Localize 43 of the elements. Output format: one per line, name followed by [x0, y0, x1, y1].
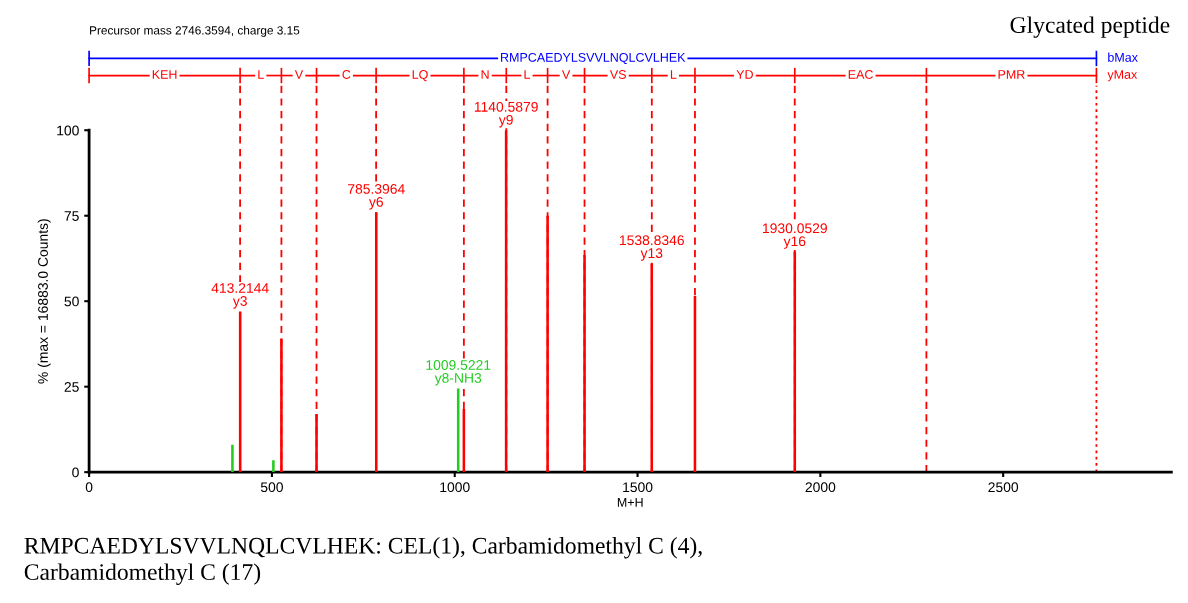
- bar: [231, 444, 234, 473]
- x-tick-label: 0: [85, 482, 93, 493]
- text: V: [561, 70, 571, 79]
- text: L: [524, 70, 530, 79]
- annotation: 413.2144 y3: [211, 283, 269, 309]
- annotation: 1140.5879 y9: [474, 101, 538, 128]
- text: C: [342, 70, 351, 79]
- annotation: 1930.0529 y16: [763, 223, 827, 249]
- bar: [374, 212, 378, 473]
- text: KEH: [152, 70, 177, 79]
- text: RMPCAEDYLSVVLNQLCVLHEK: [501, 52, 686, 65]
- annotation: 785.3964 y6: [348, 184, 405, 210]
- y-tick-label: 25: [64, 382, 79, 392]
- chart-title: Glycated peptide: [1010, 16, 1170, 38]
- text: L: [258, 70, 264, 79]
- text: L: [670, 70, 677, 79]
- y-tick-label: 50: [64, 296, 79, 307]
- text: EAC: [848, 70, 873, 79]
- x-tick-label: 500: [260, 482, 283, 493]
- bar: [315, 414, 318, 473]
- text: N: [481, 70, 489, 79]
- text: VS: [609, 70, 626, 79]
- y-tick-label: 100: [57, 125, 79, 136]
- y-tick-label: 75: [64, 211, 79, 221]
- bar: [280, 338, 283, 473]
- text: LQ: [412, 70, 428, 82]
- y-axis-title: % (max = 16883.0 Counts): [37, 219, 51, 384]
- x-tick-label: 2500: [988, 482, 1019, 493]
- annotation: 1009.5221 y8-NH3: [426, 360, 491, 386]
- x-tick-label: 1000: [440, 482, 470, 493]
- text: PMR: [998, 70, 1025, 79]
- y-tick-label: 0: [72, 467, 79, 478]
- text: yMax: [1107, 70, 1138, 82]
- chart-subtitle: Precursor mass 2746.3594, charge 3.15: [90, 25, 300, 37]
- text: YD: [736, 70, 753, 79]
- x-axis-title: M+H: [617, 498, 643, 507]
- text: bMax: [1108, 52, 1138, 62]
- x-tick-label: 2000: [805, 482, 836, 493]
- text: V: [294, 70, 304, 79]
- bar: [272, 460, 275, 473]
- annotation: 1538.8346 y13: [619, 235, 684, 261]
- text: RMPCAEDYLSVVLNQLCVLHEK: CEL(1), Carbamidomethyl C (4), Carbamidomethyl C (17): [24, 537, 702, 585]
- x-tick-label: 1500: [623, 482, 653, 493]
